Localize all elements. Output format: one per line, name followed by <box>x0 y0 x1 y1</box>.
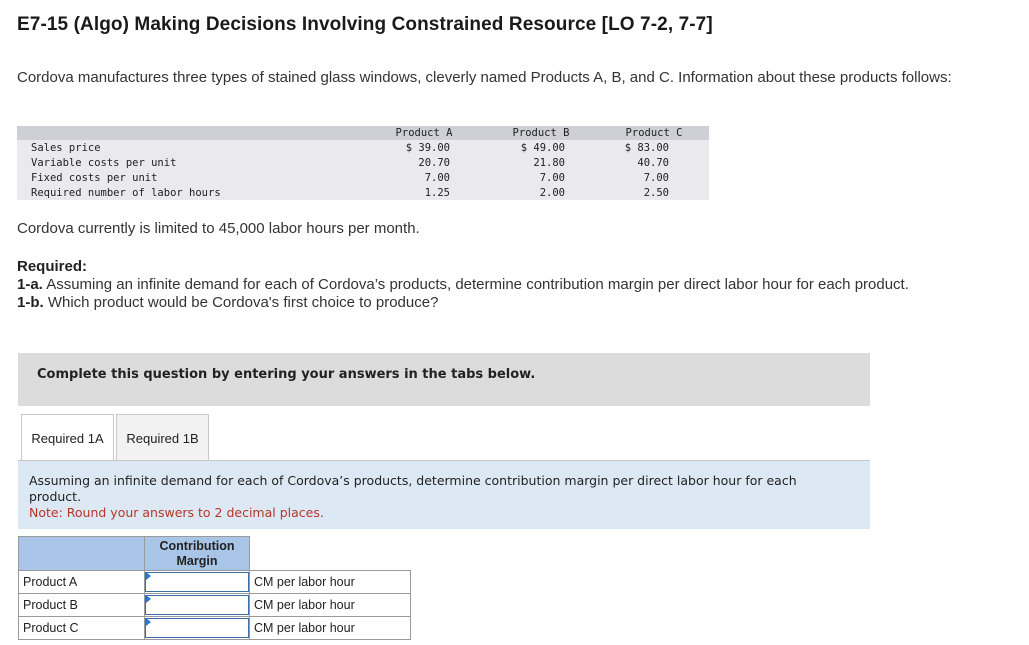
tab-required-1a[interactable]: Required 1A <box>21 414 114 460</box>
answer-table: Contribution Margin Product A CM per lab… <box>18 536 411 640</box>
answer-row: Product C CM per labor hour <box>18 616 411 640</box>
row-label: Variable costs per unit <box>17 155 365 170</box>
input-flag-icon <box>146 595 151 603</box>
cm-cell <box>144 570 250 594</box>
product-b-value: 21.80 <box>483 155 599 170</box>
labor-limit-text: Cordova currently is limited to 45,000 l… <box>17 220 420 237</box>
cm-cell <box>144 616 250 640</box>
info-table-row: Fixed costs per unit 7.00 7.00 7.00 <box>17 170 709 185</box>
product-a-value: 7.00 <box>365 170 483 185</box>
info-header-product-c: Product C <box>599 126 709 140</box>
required-section: Required: 1-a. Assuming an infinite dema… <box>17 258 917 312</box>
info-header-blank <box>17 126 365 140</box>
input-flag-icon <box>146 618 151 626</box>
row-label: Fixed costs per unit <box>17 170 365 185</box>
cm-cell <box>144 593 250 617</box>
tab-divider <box>18 460 870 461</box>
required-1a-text: Assuming an infinite demand for each of … <box>46 276 909 293</box>
rounding-note: Note: Round your answers to 2 decimal pl… <box>29 505 324 520</box>
answer-row: Product A CM per labor hour <box>18 570 411 594</box>
info-table-row: Required number of labor hours 1.25 2.00… <box>17 185 709 200</box>
answer-header-blank <box>18 536 145 571</box>
product-a-value: $ 39.00 <box>365 140 483 155</box>
row-label: Sales price <box>17 140 365 155</box>
product-name: Product C <box>18 616 145 640</box>
question-panel: Assuming an infinite demand for each of … <box>18 461 870 529</box>
product-c-value: $ 83.00 <box>599 140 709 155</box>
row-label: Required number of labor hours <box>17 185 365 200</box>
unit-label: CM per labor hour <box>249 570 411 594</box>
product-a-value: 1.25 <box>365 185 483 200</box>
answer-row: Product B CM per labor hour <box>18 593 411 617</box>
info-header-product-b: Product B <box>483 126 599 140</box>
required-1b-label: 1-b. <box>17 294 44 311</box>
problem-title: E7-15 (Algo) Making Decisions Involving … <box>17 14 713 35</box>
unit-label: CM per labor hour <box>249 593 411 617</box>
product-c-value: 2.50 <box>599 185 709 200</box>
answer-table-header-row: Contribution Margin <box>18 536 410 571</box>
question-text: Assuming an infinite demand for each of … <box>29 473 797 504</box>
info-table-row: Variable costs per unit 20.70 21.80 40.7… <box>17 155 709 170</box>
tab-required-1b[interactable]: Required 1B <box>116 414 209 460</box>
product-name: Product B <box>18 593 145 617</box>
required-heading: Required: <box>17 258 88 275</box>
answer-header-contribution-margin: Contribution Margin <box>144 536 250 571</box>
required-1b-text: Which product would be Cordova's first c… <box>47 294 439 311</box>
product-b-value: $ 49.00 <box>483 140 599 155</box>
instructions-text: Complete this question by entering your … <box>37 367 536 382</box>
product-name: Product A <box>18 570 145 594</box>
unit-label: CM per labor hour <box>249 616 411 640</box>
product-c-value: 7.00 <box>599 170 709 185</box>
cm-input-product-a[interactable] <box>145 572 249 592</box>
info-table-row: Sales price $ 39.00 $ 49.00 $ 83.00 <box>17 140 709 155</box>
answer-header-unit-blank <box>249 536 410 571</box>
product-b-value: 2.00 <box>483 185 599 200</box>
info-header-product-a: Product A <box>365 126 483 140</box>
intro-text: Cordova manufactures three types of stai… <box>17 69 952 86</box>
product-info-table: Product A Product B Product C Sales pric… <box>17 126 709 200</box>
product-b-value: 7.00 <box>483 170 599 185</box>
required-1a-label: 1-a. <box>17 276 43 293</box>
cm-input-product-c[interactable] <box>145 618 249 638</box>
cm-input-product-b[interactable] <box>145 595 249 615</box>
info-table-header-row: Product A Product B Product C <box>17 126 709 140</box>
instructions-banner: Complete this question by entering your … <box>18 353 870 406</box>
input-flag-icon <box>146 572 151 580</box>
product-a-value: 20.70 <box>365 155 483 170</box>
product-c-value: 40.70 <box>599 155 709 170</box>
